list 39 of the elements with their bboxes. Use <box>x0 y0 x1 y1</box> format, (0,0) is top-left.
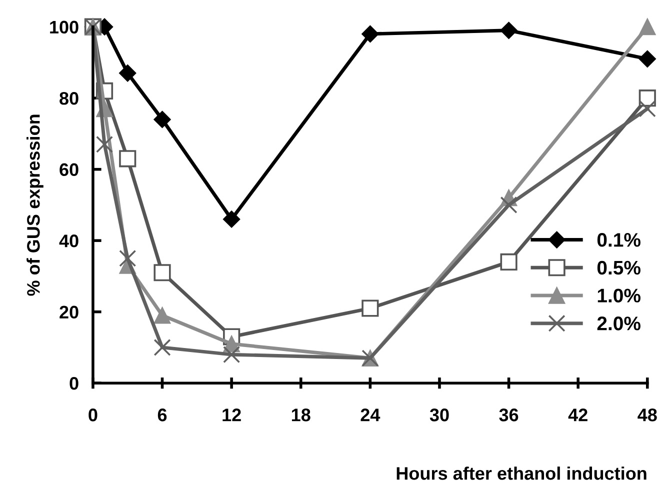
point <box>154 307 171 324</box>
y-axis-title: % of GUS expression <box>26 114 44 296</box>
point <box>96 136 114 153</box>
x-tick-label: 18 <box>292 408 310 422</box>
x-tick-label: 24 <box>360 408 380 422</box>
point <box>500 253 518 270</box>
point <box>154 338 171 356</box>
x-tick-label: 42 <box>568 408 588 422</box>
y-tick-label: 80 <box>60 92 78 105</box>
legend-label: 2.0% <box>597 316 640 330</box>
point <box>639 18 656 36</box>
x-tick-label: 36 <box>499 408 518 422</box>
point <box>119 64 136 82</box>
legend-label: 0.1% <box>597 233 640 247</box>
point <box>223 210 240 228</box>
y-tick-label: 60 <box>60 163 78 176</box>
y-tick-label: 40 <box>59 234 78 248</box>
point <box>638 50 656 68</box>
x-tick-label: 6 <box>158 408 167 422</box>
point <box>119 150 136 168</box>
x-tick-label: 30 <box>430 408 449 422</box>
x-axis-title: Hours after ethanol induction <box>396 466 646 480</box>
point <box>362 300 379 317</box>
point <box>223 346 240 364</box>
y-tick-label: 100 <box>50 20 78 34</box>
legend-label: 1.0% <box>598 288 640 302</box>
x-tick-label: 12 <box>222 408 241 422</box>
legend-label: 0.5% <box>597 260 640 275</box>
y-tick-label: 0 <box>70 377 78 390</box>
point <box>154 264 171 282</box>
y-tick-label: 20 <box>60 306 78 319</box>
point <box>500 196 518 214</box>
point <box>638 100 656 118</box>
x-tick-label: 0 <box>88 408 98 422</box>
point <box>119 250 136 267</box>
point <box>154 110 171 128</box>
point <box>500 22 518 39</box>
point <box>362 25 379 43</box>
x-tick-label: 48 <box>638 408 657 422</box>
